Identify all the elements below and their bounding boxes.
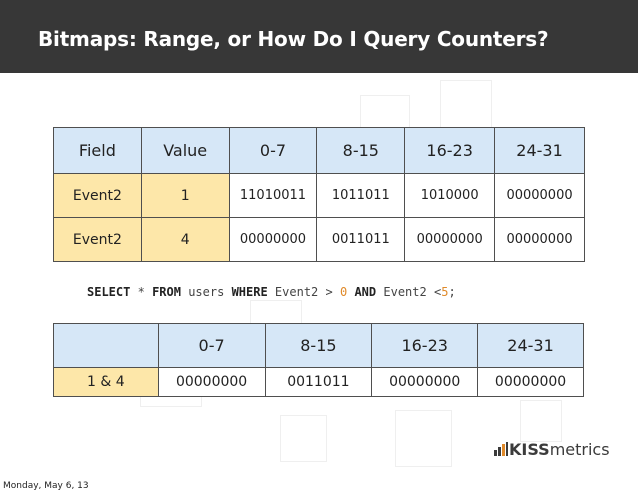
header-cell: 16-23	[404, 127, 496, 174]
header-cell	[53, 323, 159, 368]
bitmap-cell: 1011011	[316, 173, 406, 218]
bitmap-cell: 00000000	[228, 217, 318, 262]
header-cell: Value	[140, 127, 230, 174]
sql-token: >	[325, 285, 333, 299]
bitmap-cell: 1010000	[404, 173, 496, 218]
result-label-cell: 1 & 4	[53, 367, 159, 397]
header-cell: 0-7	[157, 323, 266, 368]
sql-keyword: FROM	[152, 285, 181, 299]
header-cell: 24-31	[477, 323, 584, 368]
header-cell: 16-23	[371, 323, 479, 368]
logo-bold-text: KISS	[509, 440, 550, 459]
header-cell: 8-15	[316, 127, 406, 174]
sql-token: <	[433, 285, 442, 299]
bitmap-cell: 00000000	[494, 217, 585, 262]
header-cell: 8-15	[264, 323, 373, 368]
background-square	[440, 80, 492, 132]
field-cell: Event2	[53, 173, 142, 218]
bitmap-cell: 11010011	[228, 173, 318, 218]
bitmap-cell: 00000000	[157, 367, 266, 397]
sql-number: 0	[339, 285, 348, 299]
bitmap-cell: 0011011	[264, 367, 373, 397]
bitmap-cell: 00000000	[371, 367, 479, 397]
sql-token: *	[137, 285, 145, 299]
value-cell: 1	[140, 173, 230, 218]
sql-keyword: AND	[354, 285, 377, 299]
background-square	[395, 410, 452, 467]
table-row: Event2 1 11010011 1011011 1010000 000000…	[53, 173, 585, 218]
bitmap-table: Field Value 0-7 8-15 16-23 24-31 Event2 …	[53, 127, 585, 262]
field-cell: Event2	[53, 217, 142, 262]
background-square	[520, 400, 562, 442]
kissmetrics-mark-icon	[494, 442, 508, 456]
sql-token: Event2	[274, 285, 319, 299]
header-cell: Field	[53, 127, 142, 174]
sql-number: 5	[441, 285, 449, 299]
sql-keyword: SELECT	[87, 285, 131, 299]
table-header-row: Field Value 0-7 8-15 16-23 24-31	[53, 127, 585, 174]
bitmap-cell: 00000000	[477, 367, 584, 397]
table-row: 1 & 4 00000000 0011011 00000000 00000000	[53, 367, 584, 397]
header-cell: 0-7	[228, 127, 318, 174]
sql-keyword: WHERE	[231, 285, 268, 299]
slide-header: Bitmaps: Range, or How Do I Query Counte…	[0, 0, 638, 73]
sql-token: ;	[448, 285, 456, 299]
footer-date: Monday, May 6, 13	[3, 481, 89, 491]
bitmap-cell: 00000000	[404, 217, 496, 262]
background-square	[280, 415, 327, 462]
kissmetrics-logo: KISSmetrics	[493, 440, 610, 459]
sql-token: Event2	[383, 285, 427, 299]
table-row: Event2 4 00000000 0011011 00000000 00000…	[53, 217, 585, 262]
sql-token: users	[188, 285, 225, 299]
bitmap-cell: 00000000	[494, 173, 585, 218]
sql-query: SELECT * FROM users WHERE Event2 > 0 AND…	[87, 285, 456, 299]
logo-text: metrics	[549, 440, 610, 459]
header-cell: 24-31	[494, 127, 585, 174]
result-table: 0-7 8-15 16-23 24-31 1 & 4 00000000 0011…	[53, 323, 584, 397]
table-header-row: 0-7 8-15 16-23 24-31	[53, 323, 584, 368]
bitmap-cell: 0011011	[316, 217, 406, 262]
slide-title: Bitmaps: Range, or How Do I Query Counte…	[38, 27, 549, 51]
value-cell: 4	[140, 217, 230, 262]
